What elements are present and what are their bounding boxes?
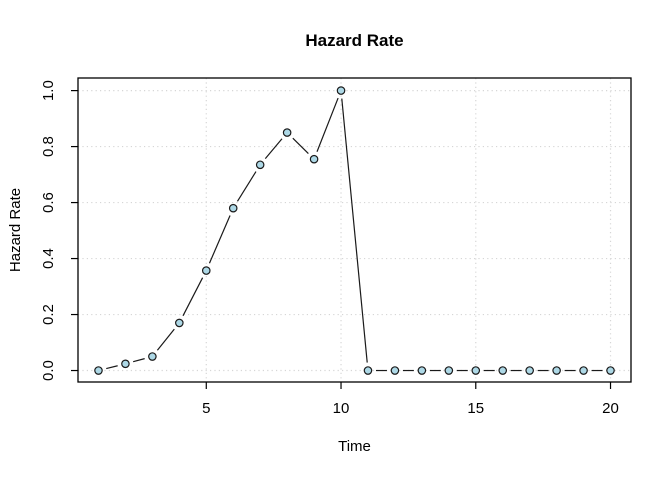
- data-point-marker: [255, 160, 265, 170]
- data-point-marker: [228, 203, 238, 213]
- data-point-marker: [471, 366, 481, 375]
- series-segment: [341, 98, 368, 363]
- series-segment: [156, 328, 175, 351]
- data-point-marker: [336, 86, 346, 95]
- chart-title: Hazard Rate: [305, 31, 403, 50]
- x-tick-label: 10: [333, 400, 350, 417]
- tick-labels: 5 10 15 20 0.0 0.2 0.4 0.6 0.8 1.0: [40, 80, 619, 417]
- y-tick-label: 0.4: [40, 248, 57, 269]
- y-tick-label: 0.2: [40, 304, 57, 325]
- data-point-marker: [444, 366, 454, 375]
- data-point-marker: [606, 366, 615, 375]
- data-point-marker: [282, 128, 292, 137]
- series-segment: [106, 365, 118, 370]
- series-segment: [292, 137, 309, 154]
- plot-box-border: [77, 77, 632, 383]
- y-axis-label: Hazard Rate: [7, 188, 24, 272]
- series-segment: [316, 97, 339, 152]
- x-axis-label: Time: [338, 438, 371, 455]
- y-tick-label: 0.8: [40, 136, 57, 157]
- x-tick-label: 20: [602, 400, 619, 417]
- x-tick-label: 15: [467, 400, 484, 417]
- data-point-marker: [579, 366, 588, 375]
- series-segment: [132, 358, 145, 363]
- data-point-marker: [525, 366, 534, 375]
- series-segment: [236, 171, 257, 202]
- data-point-marker: [148, 352, 157, 361]
- data-point-marker: [363, 366, 373, 375]
- data-point-marker: [498, 366, 508, 375]
- data-point-marker: [309, 154, 319, 164]
- data-point-marker: [201, 266, 211, 275]
- data-point-marker: [121, 359, 130, 369]
- x-tick-label: 5: [202, 400, 210, 417]
- y-tick-label: 0.6: [40, 192, 57, 213]
- y-tick-label: 0.0: [40, 360, 57, 381]
- series-segment: [264, 138, 283, 160]
- plot-box: [77, 77, 632, 383]
- data-point-marker: [175, 318, 184, 328]
- hazard-series: [94, 86, 615, 375]
- series-segment: [208, 215, 231, 264]
- y-tick-label: 1.0: [40, 80, 57, 101]
- data-point-marker: [94, 366, 103, 375]
- data-point-marker: [552, 366, 561, 375]
- data-point-marker: [417, 366, 427, 375]
- series-segment: [182, 277, 204, 317]
- data-point-marker: [390, 366, 400, 375]
- axis-ticks: [71, 89, 612, 389]
